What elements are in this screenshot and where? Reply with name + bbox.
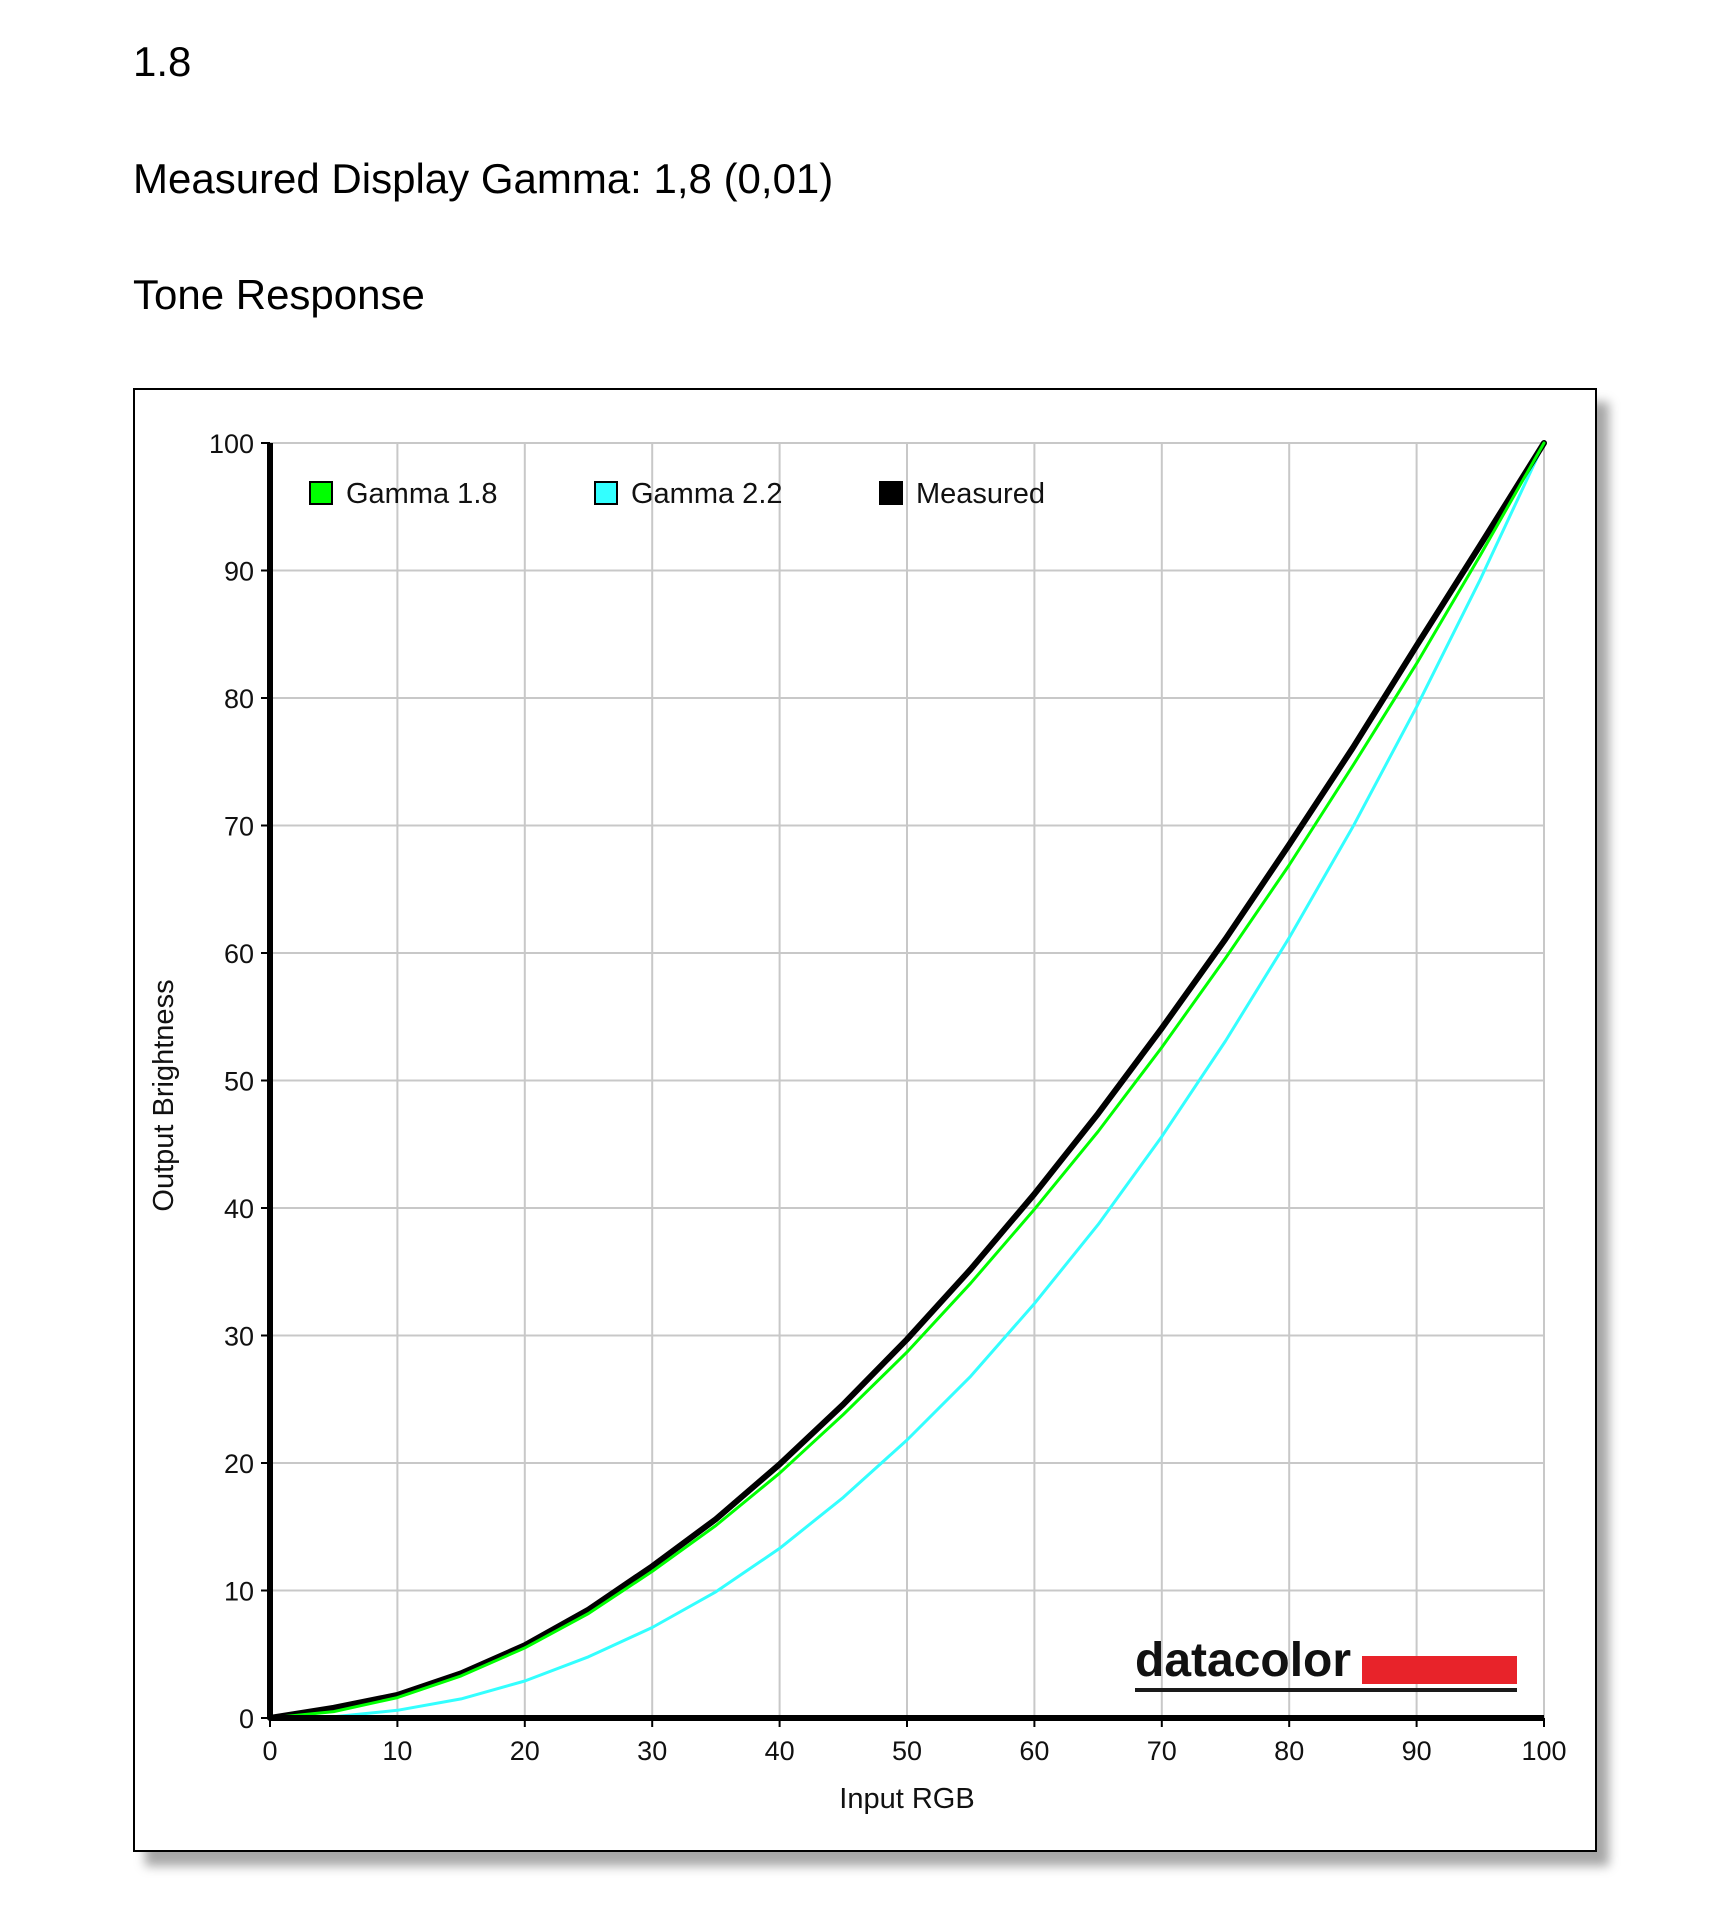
tone-response-chart: 0 10 20 30 40 50 60 70 80 90 100 0 10 20 30 40 50 60 70 80 9…: [133, 388, 1597, 1852]
x-tick-label: 60: [1019, 1736, 1049, 1766]
axis-ticks: 0 10 20 30 40 50 60 70 80 90 100 0 10 20 30 40 50 60 70 80 9…: [209, 429, 1567, 1766]
legend-label: Measured: [916, 478, 1045, 510]
legend-swatch: [309, 481, 333, 505]
chart-canvas: 0 10 20 30 40 50 60 70 80 90 100 0 10 20 30 40 50 60 70 80 9…: [148, 429, 1567, 1815]
x-tick-label: 30: [637, 1736, 667, 1766]
x-tick-label: 0: [262, 1736, 277, 1766]
y-tick-label: 70: [224, 812, 254, 842]
logo-underline: [1135, 1688, 1517, 1692]
y-tick-label: 50: [224, 1067, 254, 1097]
x-tick-label: 20: [510, 1736, 540, 1766]
y-tick-label: 0: [239, 1704, 254, 1734]
legend-swatch: [594, 481, 618, 505]
logo-text: datacolor: [1135, 1634, 1351, 1687]
x-tick-label: 10: [382, 1736, 412, 1766]
measured-gamma-label: Measured Display Gamma: 1,8 (0,01): [133, 155, 834, 202]
legend-label: Gamma 2.2: [631, 478, 783, 510]
y-tick-label: 60: [224, 939, 254, 969]
gamma-target-value: 1.8: [133, 38, 192, 85]
logo-red-bar: [1362, 1656, 1517, 1684]
legend-swatch: [879, 481, 903, 505]
section-title: Tone Response: [133, 271, 425, 318]
y-tick-label: 20: [224, 1449, 254, 1479]
y-tick-label: 90: [224, 557, 254, 587]
grid-lines: [269, 442, 1545, 1719]
series-line-gamma-1-8: [268, 441, 1546, 1720]
x-tick-label: 40: [765, 1736, 795, 1766]
legend-label: Gamma 1.8: [346, 478, 498, 510]
y-tick-label: 100: [209, 429, 254, 459]
y-tick-label: 80: [224, 684, 254, 714]
x-tick-label: 50: [892, 1736, 922, 1766]
y-axis-label: Output Brightness: [148, 979, 180, 1211]
datacolor-logo: datacolor: [1135, 1634, 1517, 1692]
x-tick-label: 80: [1274, 1736, 1304, 1766]
x-tick-label: 90: [1402, 1736, 1432, 1766]
series-line-measured: [267, 440, 1547, 1721]
y-tick-label: 40: [224, 1194, 254, 1224]
y-tick-label: 30: [224, 1322, 254, 1352]
chart-series: [267, 440, 1547, 1721]
x-tick-label: 100: [1521, 1736, 1566, 1766]
chart-legend: Gamma 1.8 Gamma 2.2 Measured: [309, 478, 1045, 510]
series-line-gamma-2-2: [268, 441, 1546, 1720]
x-tick-label: 70: [1147, 1736, 1177, 1766]
y-tick-label: 10: [224, 1577, 254, 1607]
x-axis-label: Input RGB: [839, 1783, 974, 1815]
